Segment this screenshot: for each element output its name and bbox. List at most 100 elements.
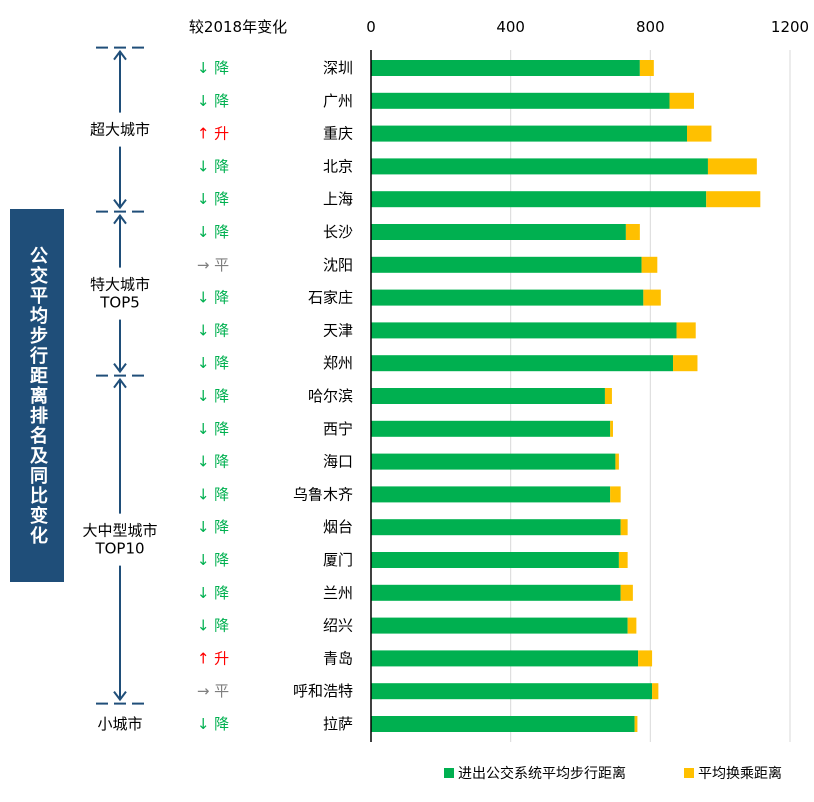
legend-label-transfer: 平均换乘距离 [698, 765, 782, 782]
bar-walk [371, 289, 644, 306]
group-label-line: TOP5 [99, 294, 140, 312]
category-label: 哈尔滨 [308, 387, 353, 405]
bar-transfer [634, 716, 638, 732]
category-label: 石家庄 [308, 289, 353, 307]
group-label-line: 大中型城市 [82, 522, 157, 540]
group-label-line: 小城市 [97, 715, 142, 733]
bar-walk [371, 420, 611, 437]
category-label: 兰州 [323, 584, 353, 602]
bar-walk [371, 322, 677, 339]
bar-transfer [620, 584, 633, 601]
bar-walk [371, 453, 616, 470]
group-label: 特大城市 TOP5 [90, 276, 150, 312]
category-label: 重庆 [323, 125, 353, 143]
bar-transfer [627, 617, 637, 634]
change-indicator: ↓ 降 [197, 223, 229, 241]
legend-swatch-transfer [684, 768, 694, 778]
change-indicator: ↓ 降 [197, 420, 229, 438]
category-label: 沈阳 [323, 256, 353, 274]
change-indicator: ↑ 升 [197, 649, 229, 667]
bar-transfer [706, 191, 761, 208]
category-label: 海口 [323, 453, 353, 471]
bar-transfer [610, 420, 613, 437]
bar-transfer [707, 158, 757, 175]
category-label: 北京 [323, 157, 353, 175]
bar-walk [371, 388, 605, 404]
change-indicators: ↓ 降 ↓ 降 ↑ 升 ↓ 降 ↓ 降 ↓ 降 → 平 ↓ 降 ↓ 降 ↓ 降 ↓ 降 ↓ 降 ↓ 降 ↓… [197, 59, 229, 733]
bar-transfer [618, 552, 628, 568]
x-tick-label: 800 [636, 18, 665, 36]
bar-walk [371, 584, 621, 601]
category-label: 乌鲁木齐 [293, 485, 353, 503]
change-indicator: ↓ 降 [197, 387, 229, 405]
bar-transfer [641, 256, 658, 273]
side-title: 公交平均步行距离排名及同比变化 [27, 245, 48, 546]
bar-transfer [686, 125, 712, 142]
bar-walk [371, 224, 626, 240]
bar-transfer [669, 92, 694, 109]
group-label-line: 超大城市 [90, 121, 150, 139]
bar-transfer [620, 519, 628, 536]
bar-transfer [610, 486, 621, 503]
change-indicator: ↓ 降 [197, 518, 229, 536]
change-indicator: ↓ 降 [197, 584, 229, 602]
category-label: 郑州 [323, 354, 353, 372]
change-indicator: → 平 [197, 682, 229, 700]
change-indicator: ↓ 降 [197, 289, 229, 307]
bar-walk [371, 125, 687, 142]
bar-walk [371, 552, 619, 568]
group-label-line: TOP10 [94, 540, 144, 558]
x-tick-label: 0 [366, 18, 376, 36]
bar-transfer [615, 453, 619, 470]
change-indicator: ↓ 降 [197, 190, 229, 208]
category-label: 青岛 [323, 649, 353, 667]
change-indicator: ↓ 降 [197, 321, 229, 339]
category-label: 上海 [323, 190, 353, 208]
change-indicator: ↓ 降 [197, 59, 229, 77]
change-indicator: ↓ 降 [197, 617, 229, 635]
bar-walk [371, 60, 640, 76]
bar-walk [371, 92, 670, 109]
bar-transfer [638, 650, 653, 667]
bar-walk [371, 617, 628, 634]
change-indicator: ↑ 升 [197, 125, 229, 143]
bar-transfer [676, 322, 696, 339]
category-labels: 深圳广州重庆北京上海长沙沈阳石家庄天津郑州哈尔滨西宁海口乌鲁木齐烟台厦门兰州绍兴… [293, 59, 353, 733]
change-indicator: ↓ 降 [197, 92, 229, 110]
bars [371, 60, 761, 732]
bar-transfer [639, 60, 654, 76]
arrow-down-icon [113, 691, 127, 702]
change-indicator: ↓ 降 [197, 715, 229, 733]
bar-walk [371, 683, 653, 700]
bar-transfer [673, 355, 698, 372]
bar-walk [371, 355, 674, 372]
category-label: 广州 [323, 92, 353, 110]
change-indicator: ↓ 降 [197, 551, 229, 569]
change-indicator: ↓ 降 [197, 485, 229, 503]
x-tick-label: 400 [496, 18, 525, 36]
side-title-box: 公交平均步行距离排名及同比变化 [10, 209, 64, 582]
x-tick-labels: 0 400 800 1200 [366, 18, 809, 36]
bar-walk [371, 486, 611, 503]
change-indicator: ↓ 降 [197, 354, 229, 372]
arrow-down-icon [113, 199, 127, 210]
change-indicator: → 平 [197, 256, 229, 274]
legend: 进出公交系统平均步行距离 平均换乘距离 [444, 765, 782, 782]
group-label-line: 特大城市 [90, 276, 150, 294]
category-label: 拉萨 [323, 715, 353, 733]
bar-walk [371, 716, 635, 732]
bar-walk [371, 158, 708, 175]
change-indicator: ↓ 降 [197, 157, 229, 175]
legend-label-walk: 进出公交系统平均步行距离 [458, 765, 626, 782]
group-label: 小城市 [97, 715, 142, 733]
bar-transfer [652, 683, 659, 700]
bar-walk [371, 191, 707, 208]
legend-swatch-walk [444, 768, 454, 778]
category-label: 厦门 [323, 551, 353, 569]
change-indicator: ↓ 降 [197, 453, 229, 471]
category-label: 天津 [323, 321, 353, 339]
arrow-down-icon [113, 363, 127, 374]
change-column-header: 较2018年变化 [189, 18, 287, 36]
